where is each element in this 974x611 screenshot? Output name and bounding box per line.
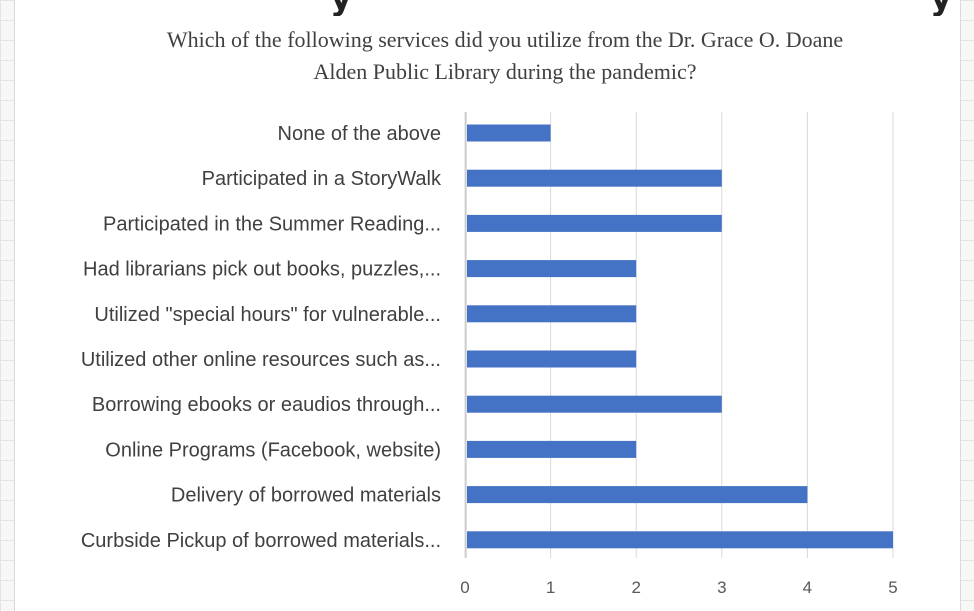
x-tick-label-3: 3 bbox=[717, 578, 726, 597]
bar-9 bbox=[467, 531, 893, 549]
bar-5 bbox=[467, 350, 637, 368]
category-label-8: Delivery of borrowed materials bbox=[171, 485, 441, 507]
category-label-0: None of the above bbox=[278, 123, 441, 145]
bar-1 bbox=[467, 169, 722, 187]
category-label-7: Online Programs (Facebook, website) bbox=[105, 439, 441, 461]
bar-3 bbox=[467, 260, 637, 278]
bar-7 bbox=[467, 440, 637, 458]
x-tick-label-5: 5 bbox=[888, 578, 897, 597]
x-tick-label-1: 1 bbox=[546, 578, 555, 597]
chart-title: Which of the following services did you … bbox=[60, 24, 950, 88]
cropped-heading-strip: yy bbox=[0, 0, 974, 16]
x-tick-label-0: 0 bbox=[460, 578, 469, 597]
category-label-9: Curbside Pickup of borrowed materials... bbox=[81, 530, 441, 552]
bar-0 bbox=[467, 124, 551, 142]
bar-4 bbox=[467, 305, 637, 323]
category-label-3: Had librarians pick out books, puzzles,.… bbox=[83, 259, 441, 281]
bar-8 bbox=[467, 486, 808, 504]
bar-6 bbox=[467, 395, 722, 413]
x-tick-label-2: 2 bbox=[631, 578, 640, 597]
category-label-2: Participated in the Summer Reading... bbox=[103, 213, 441, 235]
category-label-5: Utilized other online resources such as.… bbox=[81, 349, 441, 371]
category-label-1: Participated in a StoryWalk bbox=[202, 168, 442, 190]
category-label-4: Utilized "special hours" for vulnerable.… bbox=[94, 304, 441, 326]
chart-title-line-1: Which of the following services did you … bbox=[166, 27, 844, 52]
category-label-6: Borrowing ebooks or eaudios through... bbox=[92, 394, 441, 416]
chart-title-line-2: Alden Public Library during the pandemic… bbox=[313, 59, 697, 84]
bar-2 bbox=[467, 214, 722, 232]
x-tick-label-4: 4 bbox=[803, 578, 812, 597]
